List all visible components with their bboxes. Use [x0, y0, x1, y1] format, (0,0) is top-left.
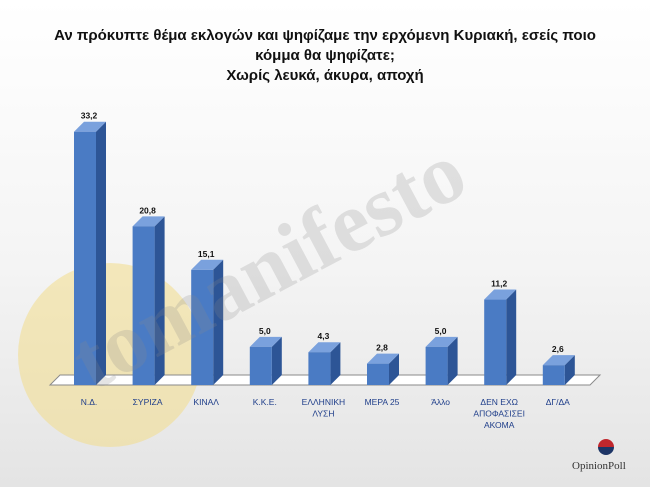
category-label: Ν.Δ. — [81, 397, 98, 407]
category-label: ΔΓ/ΔΑ — [546, 397, 570, 407]
bar-side-8 — [564, 355, 575, 385]
chart-subtitle: Χωρίς λευκά, άκυρα, αποχή — [226, 67, 424, 84]
data-label: 2,8 — [376, 343, 388, 353]
category-label: ΜΕΡΑ 25 — [365, 397, 400, 407]
opinionpoll-logo-icon — [598, 439, 614, 455]
bar-side-0 — [96, 121, 106, 385]
bar-top-8 — [542, 355, 575, 366]
bar-top-7 — [484, 289, 517, 300]
category-label: ΣΥΡΙΖΑ — [133, 397, 163, 407]
bar — [308, 352, 331, 385]
bar-top-6 — [425, 336, 458, 347]
bar-top-3 — [249, 336, 282, 347]
data-label: 5,0 — [435, 326, 447, 336]
bar — [74, 131, 96, 385]
category-label: ΚΙΝΑΛ — [193, 397, 219, 407]
bar-side-2 — [213, 259, 224, 385]
data-label: 4,3 — [317, 331, 329, 341]
bar-top-1 — [132, 216, 165, 227]
bar-side-7 — [506, 289, 517, 385]
bar-top-2 — [191, 259, 224, 270]
bar-top-0 — [74, 121, 106, 132]
category-label: Άλλο — [431, 397, 450, 407]
bar — [484, 299, 507, 385]
bar-side-1 — [154, 216, 165, 385]
data-label: 33,2 — [81, 111, 98, 121]
category-label: ΑΚΟΜΑ — [484, 420, 515, 430]
chart-title: Αν πρόκυπτε θέμα εκλογών και ψηφίζαμε τη… — [0, 26, 650, 86]
data-label: 5,0 — [259, 326, 271, 336]
category-label: Κ.Κ.Ε. — [253, 397, 277, 407]
category-label: ΑΠΟΦΑΣΙΣΕΙ — [473, 409, 525, 419]
data-label: 11,2 — [491, 279, 507, 289]
category-label: ΕΛΛΗΝΙΚΗ — [302, 397, 345, 407]
bar-side-5 — [389, 353, 399, 385]
bar-top-5 — [367, 353, 399, 364]
bar — [191, 269, 214, 385]
bar-side-6 — [447, 336, 458, 385]
bar — [425, 346, 448, 385]
bar — [367, 363, 389, 385]
data-label: 2,6 — [552, 344, 564, 354]
bar — [132, 226, 155, 385]
data-label: 20,8 — [139, 205, 156, 215]
category-label: ΔΕΝ ΕΧΩ — [480, 397, 518, 407]
bar-side-3 — [271, 336, 282, 385]
bar — [249, 346, 272, 385]
chart-title-line-2: κόμμα θα ψηφίζατε; — [255, 47, 395, 64]
category-label: ΛΥΣΗ — [312, 409, 334, 419]
bar — [542, 365, 565, 385]
chart-title-line-1: Αν πρόκυπτε θέμα εκλογών και ψηφίζαμε τη… — [54, 27, 596, 44]
bar-top-4 — [308, 342, 341, 353]
opinionpoll-logo: OpinionPoll — [572, 460, 626, 472]
data-label: 15,1 — [198, 249, 215, 259]
bar-side-4 — [330, 342, 341, 385]
